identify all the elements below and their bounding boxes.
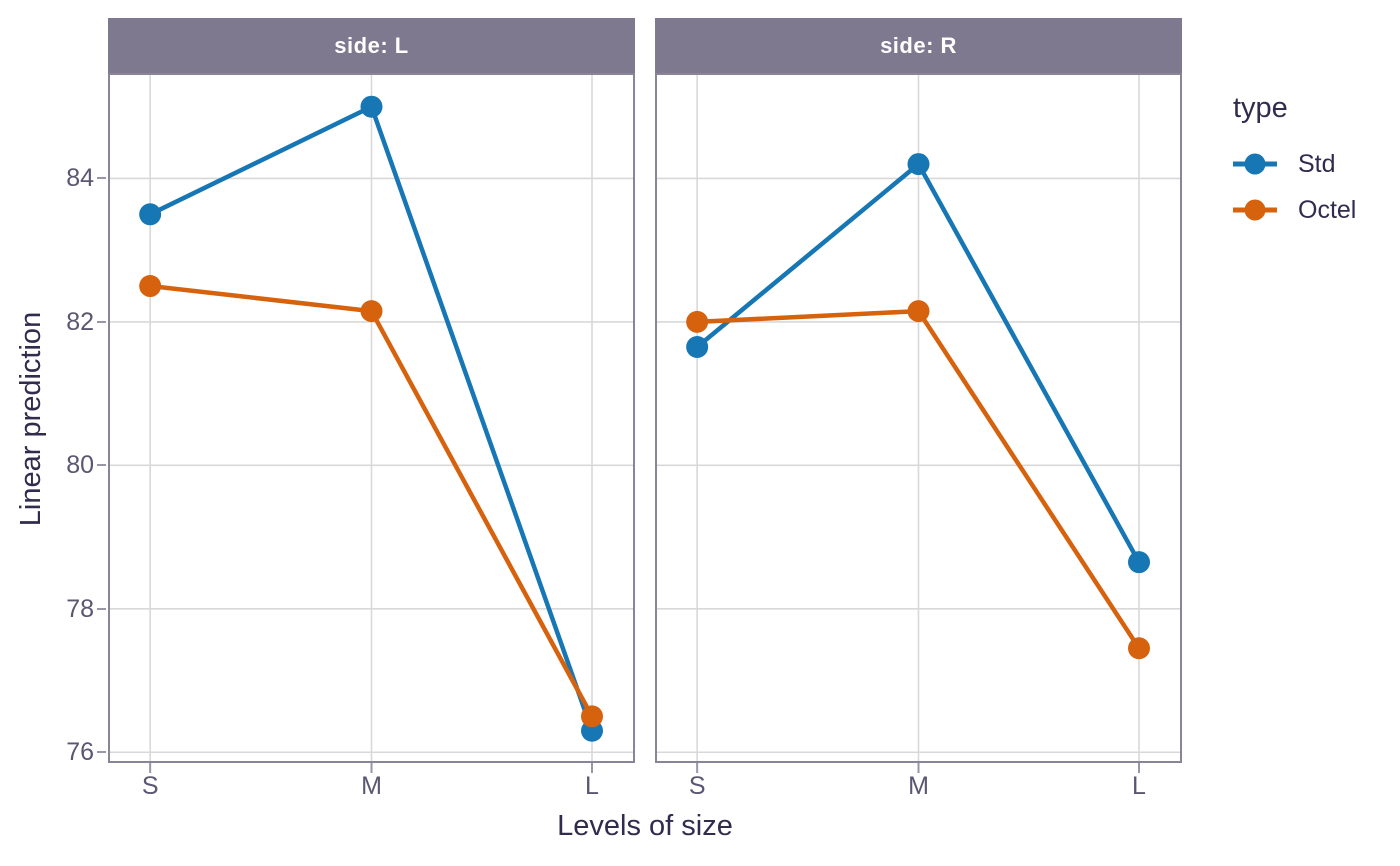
- data-point-octel-M: [907, 300, 930, 323]
- data-point-octel-L: [580, 705, 603, 728]
- plot-panel-L: [108, 73, 635, 773]
- data-point-octel-M: [360, 300, 383, 323]
- facet-strip-R: side: R: [655, 18, 1182, 73]
- data-point-octel-S: [686, 310, 709, 333]
- legend-item-std: Std: [1233, 141, 1398, 187]
- x-tick-label: M: [908, 772, 929, 800]
- legend-key-dot: [1244, 153, 1266, 175]
- y-tick-mark: [97, 177, 106, 180]
- data-point-std-S: [686, 335, 709, 358]
- y-tick-label: 82: [66, 307, 94, 336]
- y-tick-label: 80: [66, 451, 94, 480]
- x-tick-label: M: [361, 772, 382, 800]
- legend-key-std-icon: [1233, 153, 1277, 175]
- data-point-std-M: [360, 95, 383, 118]
- data-point-std-S: [139, 203, 162, 226]
- x-tick-label: S: [141, 772, 159, 800]
- data-point-octel-S: [139, 275, 162, 298]
- panel-border: [108, 73, 635, 763]
- facet-strip-L: side: L: [108, 18, 635, 73]
- legend-items: Std Octel: [1233, 141, 1398, 233]
- data-point-std-M: [907, 153, 930, 176]
- legend-key-octel-icon: [1233, 199, 1277, 221]
- y-tick-mark: [97, 464, 106, 467]
- facet-strip-label: side: R: [880, 32, 957, 58]
- data-point-std-L: [1127, 551, 1150, 574]
- y-tick-mark: [97, 751, 106, 754]
- legend-title: type: [1233, 92, 1288, 124]
- y-tick-label: 78: [66, 594, 94, 623]
- y-tick-label: 76: [66, 738, 94, 767]
- panel-border: [655, 73, 1182, 763]
- legend-item-label: Octel: [1298, 195, 1357, 224]
- x-tick-label: S: [688, 772, 706, 800]
- y-tick-mark: [97, 320, 106, 323]
- x-axis-title-text: Levels of size: [557, 810, 733, 842]
- x-tick-label: L: [585, 772, 599, 800]
- x-tick-label: L: [1132, 772, 1146, 800]
- data-point-octel-L: [1127, 637, 1150, 660]
- legend-key-dot: [1244, 199, 1266, 221]
- facet-strip-label: side: L: [334, 32, 409, 58]
- plot-panel-R: [655, 73, 1182, 773]
- y-tick-label: 84: [66, 164, 94, 193]
- y-axis-title-text: Linear prediction: [15, 311, 47, 527]
- y-tick-mark: [97, 607, 106, 610]
- legend-item-octel: Octel: [1233, 187, 1398, 233]
- x-axis-title: Levels of size: [445, 810, 845, 843]
- legend-item-label: Std: [1298, 149, 1336, 178]
- legend: type Std Octel: [1233, 88, 1398, 233]
